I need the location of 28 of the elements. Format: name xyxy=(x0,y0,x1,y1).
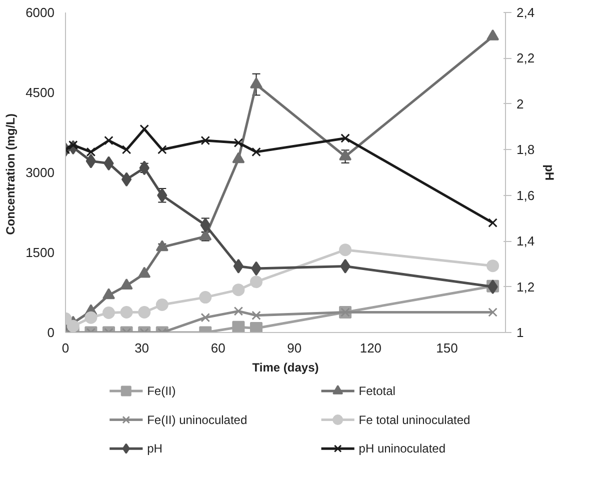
y2-tick-label: 1,4 xyxy=(516,234,535,249)
y2-tick-label: 2 xyxy=(516,96,524,112)
y2-tick-label: 1,8 xyxy=(516,142,535,158)
y-tick-label: 3000 xyxy=(26,165,54,180)
y-tick-label: 1500 xyxy=(26,245,54,260)
x-tick-label: 90 xyxy=(287,340,302,356)
x-tick-label: 150 xyxy=(436,340,458,356)
y2-tick-label: 1,6 xyxy=(516,188,535,203)
legend-label: Fetotal xyxy=(358,384,396,398)
x-tick-label: 0 xyxy=(62,340,70,356)
legend-label: pH uninoculated xyxy=(358,442,446,456)
y2-tick-label: 1 xyxy=(516,325,524,340)
y-tick-label: 6000 xyxy=(26,5,54,20)
y-axis-title: Concentration (mg/L) xyxy=(4,114,18,235)
x-tick-label: 30 xyxy=(134,340,150,356)
legend-label: Fe(II) uninoculated xyxy=(147,412,248,427)
legend-label: Fe(II) xyxy=(147,384,176,398)
y-tick-label: 0 xyxy=(47,325,55,340)
x-axis-title: Time (days) xyxy=(252,360,319,374)
y2-tick-label: 2,2 xyxy=(516,50,535,66)
x-tick-label: 120 xyxy=(360,340,382,356)
y2-tick-label: 1,2 xyxy=(516,279,535,294)
legend-label: Fe total uninoculated xyxy=(358,412,470,427)
y-tick-label: 4500 xyxy=(26,85,54,100)
x-tick-label: 60 xyxy=(210,340,226,356)
y2-tick-label: 2,4 xyxy=(516,5,535,20)
y2-axis-title: pH xyxy=(542,164,557,180)
legend-label: pH xyxy=(147,442,162,456)
